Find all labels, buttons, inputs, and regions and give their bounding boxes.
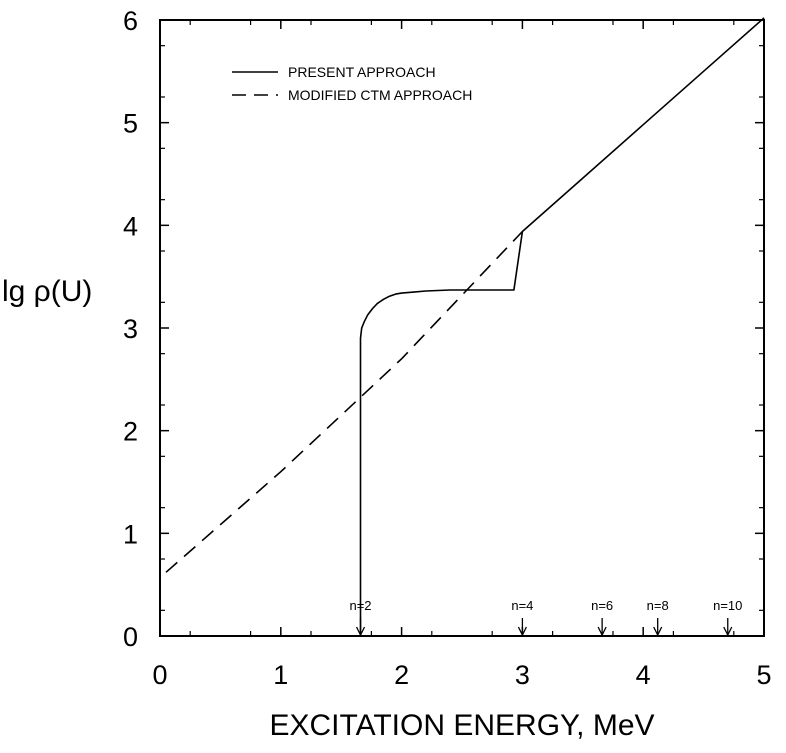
legend-label-ctm: MODIFIED CTM APPROACH: [288, 87, 472, 103]
annotation-label-2: n=6: [591, 598, 613, 613]
annotation-arrow-head-3: [653, 626, 663, 637]
y-tick-label-0: 0: [123, 622, 138, 652]
annotation-arrow-head-0: [355, 626, 366, 637]
series-group: [165, 17, 765, 636]
x-tick-label-5: 5: [756, 660, 771, 690]
x-tick-label-1: 1: [273, 660, 288, 690]
x-tick-label-4: 4: [636, 660, 651, 690]
annotation-label-1: n=4: [511, 598, 533, 613]
series-line-0: [359, 17, 765, 636]
x-tick-label-3: 3: [515, 660, 530, 690]
y-axis-title: lg ρ(U): [2, 275, 92, 308]
x-tick-label-0: 0: [152, 660, 167, 690]
annotation-arrow-head-2: [597, 626, 607, 637]
x-tick-label-2: 2: [394, 660, 409, 690]
plot-frame: [159, 19, 765, 637]
annotation-arrow-head-4: [723, 626, 733, 637]
y-tick-label-2: 2: [123, 417, 138, 447]
y-tick-label-1: 1: [123, 519, 138, 549]
x-tick-labels: 0 1 2 3 4 5: [152, 660, 771, 690]
annotation-arrow-head-1: [517, 626, 527, 637]
legend: PRESENT APPROACH MODIFIED CTM APPROACH: [232, 64, 472, 103]
y-tick-label-3: 3: [123, 314, 138, 344]
annotation-label-0: n=2: [349, 598, 371, 613]
legend-label-present: PRESENT APPROACH: [288, 64, 436, 80]
y-tick-label-4: 4: [123, 211, 138, 241]
series-line-1: [165, 230, 523, 573]
y-tick-label-6: 6: [123, 6, 138, 36]
x-axis-title: EXCITATION ENERGY, MeV: [269, 709, 654, 742]
axis-ticks: [159, 19, 765, 637]
y-tick-label-5: 5: [123, 109, 138, 139]
y-tick-labels: 0 1 2 3 4 5 6: [123, 6, 138, 652]
level-annotations: n=2 n=4 n=6 n=8 n=10: [349, 598, 742, 637]
annotation-label-3: n=8: [647, 598, 669, 613]
annotation-label-4: n=10: [713, 598, 742, 613]
